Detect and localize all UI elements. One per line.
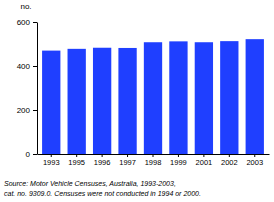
x-tick-label: 2001 <box>196 158 213 167</box>
bar <box>118 48 136 154</box>
bar <box>93 48 111 154</box>
x-tick-mark <box>153 154 154 157</box>
y-axis-title: no. <box>20 2 31 11</box>
x-tick: 2001 <box>196 154 213 167</box>
bar <box>246 39 264 154</box>
x-tick-label: 1997 <box>119 158 136 167</box>
y-tick: 400 <box>17 62 37 71</box>
y-tick-mark <box>33 154 37 155</box>
y-tick-label: 400 <box>17 62 31 71</box>
bar <box>220 41 238 154</box>
bar <box>68 49 86 154</box>
x-tick-mark <box>76 154 77 157</box>
y-tick-label: 600 <box>17 18 31 27</box>
source-text: Source: Motor Vehicle Censuses, Australi… <box>4 180 176 187</box>
bar <box>144 42 162 154</box>
bar <box>42 51 60 154</box>
x-tick: 1999 <box>170 154 187 167</box>
x-tick-label: 1995 <box>68 158 85 167</box>
y-tick: 600 <box>17 18 37 27</box>
chart: 0 200 400 600 1993 1995 1996 1997 1998 1999 2001 20… <box>0 0 274 202</box>
x-tick-mark <box>254 154 255 157</box>
x-tick-mark <box>127 154 128 157</box>
y-tick-mark <box>33 22 37 23</box>
x-tick-label: 2002 <box>221 158 238 167</box>
plot: 0 200 400 600 1993 1995 1996 1997 1998 1999 2001 20… <box>17 18 270 167</box>
bar <box>195 42 213 154</box>
x-tick-mark <box>229 154 230 157</box>
x-tick: 1993 <box>43 154 60 167</box>
y-tick: 200 <box>17 106 37 115</box>
x-tick: 1995 <box>68 154 85 167</box>
x-tick-label: 1993 <box>43 158 60 167</box>
x-tick: 1996 <box>94 154 111 167</box>
x-tick-label: 2003 <box>246 158 263 167</box>
y-tick-label: 200 <box>17 106 31 115</box>
x-tick-label: 1998 <box>145 158 162 167</box>
x-tick-mark <box>102 154 103 157</box>
x-tick-label: 1999 <box>170 158 187 167</box>
y-axis-line <box>37 23 38 155</box>
x-tick: 2003 <box>246 154 263 167</box>
x-tick-label: 1996 <box>94 158 111 167</box>
y-tick-label: 0 <box>26 150 31 159</box>
y-axis: 0 200 400 600 <box>17 18 38 159</box>
x-tick: 2002 <box>221 154 238 167</box>
x-tick: 1997 <box>119 154 136 167</box>
y-tick-mark <box>33 110 37 111</box>
x-axis: 1993 1995 1996 1997 1998 1999 2001 2002 2003 <box>38 154 270 167</box>
y-tick: 0 <box>26 150 37 159</box>
x-tick-mark <box>51 154 52 157</box>
x-tick-mark <box>203 154 204 157</box>
source-text: cat. no. 9309.0. Censuses were not condu… <box>4 190 201 197</box>
bars <box>42 39 264 154</box>
y-tick-mark <box>33 66 37 67</box>
x-tick: 1998 <box>145 154 162 167</box>
x-tick-mark <box>178 154 179 157</box>
source-note: Source: Motor Vehicle Censuses, Australi… <box>4 180 201 197</box>
bar <box>169 41 187 154</box>
